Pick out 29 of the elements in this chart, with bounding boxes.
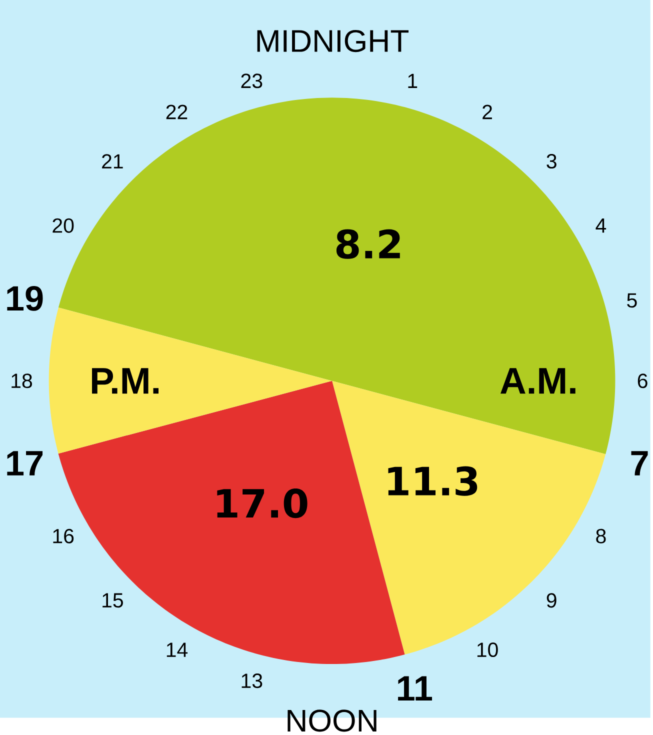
text: MIDNIGHT: [258, 30, 409, 52]
text: 3: [546, 154, 557, 169]
text: 6: [638, 374, 648, 388]
text: 23: [241, 74, 262, 88]
text: 13: [242, 674, 262, 688]
text: 7: [631, 451, 648, 476]
text: P.M.: [92, 368, 159, 394]
text: 17: [7, 451, 43, 476]
text: 20: [52, 218, 74, 233]
text: 4: [596, 218, 606, 233]
slice-label: 17.0: [217, 488, 308, 518]
text: 15: [102, 593, 124, 608]
slice-label: 8.2: [336, 229, 400, 259]
text: 10: [478, 642, 498, 658]
text: 5: [627, 293, 638, 308]
text: 16: [53, 528, 74, 544]
text: 1: [408, 74, 418, 88]
text: NOON: [288, 710, 377, 732]
text: 11: [398, 676, 432, 700]
text: 9: [547, 593, 557, 608]
text: 22: [166, 104, 188, 120]
text: 2: [482, 104, 492, 120]
slice-label: 11.3: [388, 466, 478, 496]
text: 8: [596, 528, 606, 544]
text: A.M.: [500, 368, 576, 394]
text: 18: [12, 374, 32, 388]
text: 19: [7, 286, 43, 311]
text: 21: [102, 154, 124, 168]
text: 14: [167, 642, 188, 657]
